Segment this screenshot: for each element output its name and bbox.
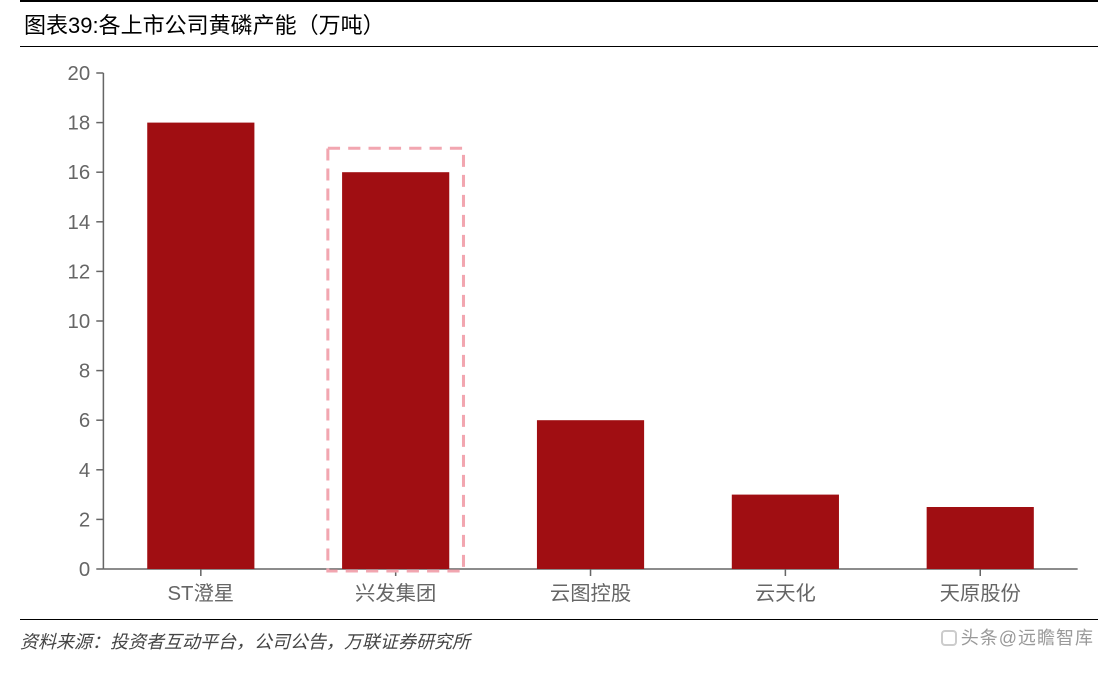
bar xyxy=(537,420,644,569)
svg-text:0: 0 xyxy=(79,559,90,581)
svg-text:8: 8 xyxy=(79,361,90,383)
svg-text:4: 4 xyxy=(79,460,90,482)
svg-text:兴发集团: 兴发集团 xyxy=(355,582,436,605)
bar-chart: 0 2 4 6 8 10 12 14 16 18 20 ST澄星 兴发集团 云图控股 云天化 天原股份 xyxy=(20,59,1098,619)
bar xyxy=(732,495,839,569)
chart-area: 0 2 4 6 8 10 12 14 16 18 20 ST澄星 兴发集团 云图控股 云天化 天原股份 xyxy=(20,59,1098,619)
figure-container: 图表39:各上市公司黄磷产能（万吨） 0 2 4 6 8 10 12 14 16 18 20 ST澄星… xyxy=(0,0,1118,686)
bar xyxy=(927,507,1034,569)
svg-text:云图控股: 云图控股 xyxy=(550,582,631,605)
chart-title: 图表39:各上市公司黄磷产能（万吨） xyxy=(24,13,385,38)
footer-bar: 资料来源：投资者互动平台，公司公告，万联证券研究所 xyxy=(20,619,1098,654)
title-bar: 图表39:各上市公司黄磷产能（万吨） xyxy=(20,0,1098,47)
svg-text:6: 6 xyxy=(79,410,90,432)
bar xyxy=(147,123,254,569)
svg-text:ST澄星: ST澄星 xyxy=(168,582,235,605)
svg-text:12: 12 xyxy=(68,262,91,284)
svg-text:16: 16 xyxy=(68,162,91,184)
svg-text:天原股份: 天原股份 xyxy=(940,582,1021,605)
svg-text:云天化: 云天化 xyxy=(755,582,816,605)
svg-text:18: 18 xyxy=(68,113,91,135)
svg-text:10: 10 xyxy=(68,311,91,333)
bar xyxy=(342,172,449,569)
svg-text:14: 14 xyxy=(68,212,91,234)
svg-text:20: 20 xyxy=(68,63,91,85)
svg-text:2: 2 xyxy=(79,510,90,532)
source-text: 资料来源：投资者互动平台，公司公告，万联证券研究所 xyxy=(20,632,470,652)
